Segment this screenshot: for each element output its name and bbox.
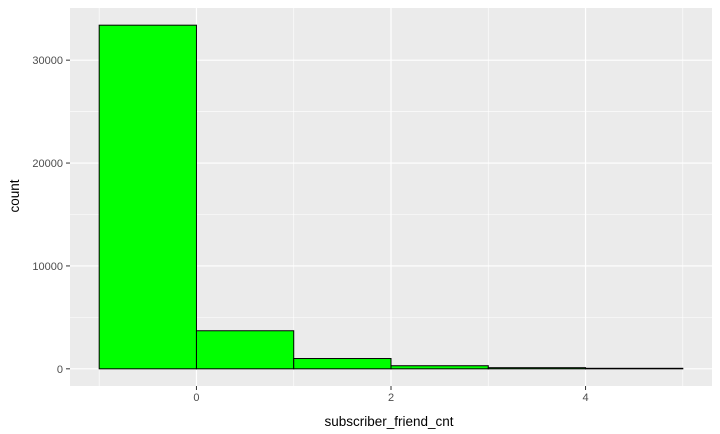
histogram-bar (390, 365, 489, 370)
y-tick-label: 10000 (32, 261, 63, 273)
y-axis-title: count (7, 179, 22, 212)
x-tick-label: 4 (582, 392, 588, 404)
histogram-bar (195, 330, 295, 370)
x-tick-label: 0 (193, 392, 199, 404)
histogram-bar (98, 24, 197, 370)
y-tick-label: 20000 (32, 158, 63, 170)
y-tick-label: 30000 (32, 55, 63, 67)
histogram-bar (293, 358, 392, 370)
x-tick-label: 2 (388, 392, 394, 404)
x-axis: 0 2 4 (193, 386, 589, 404)
histogram-bar (487, 367, 587, 370)
y-axis: 0 10000 20000 30000 (32, 55, 70, 376)
histogram-bars (98, 24, 684, 370)
x-axis-title: subscriber_friend_cnt (324, 414, 453, 429)
y-tick-label: 0 (57, 364, 63, 376)
histogram-bar (585, 367, 684, 370)
